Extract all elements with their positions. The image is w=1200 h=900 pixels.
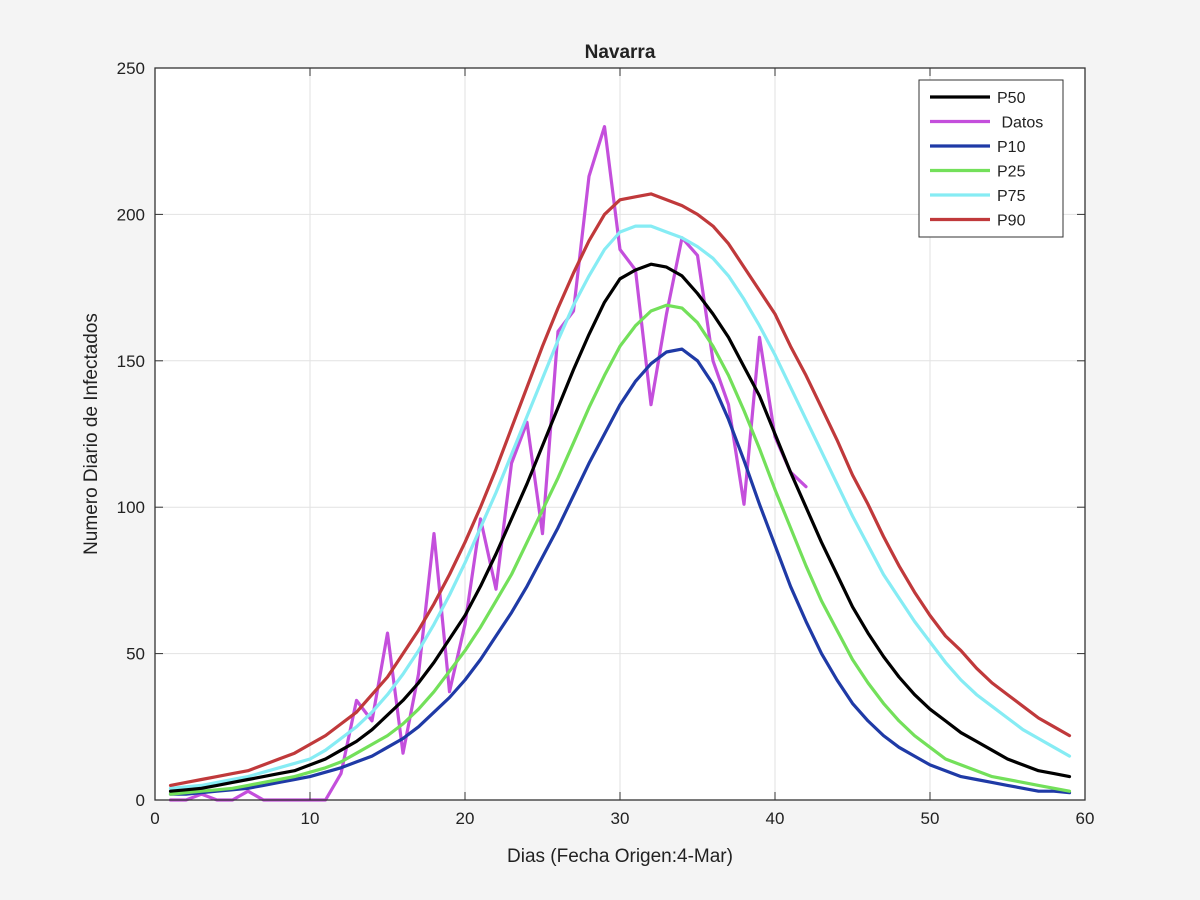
legend-label-p50: P50 bbox=[997, 90, 1026, 107]
y-axis-label: Numero Diario de Infectados bbox=[81, 313, 102, 555]
legend: P50 Datos P10 P25 P75 P90 bbox=[918, 79, 1064, 238]
x-tick-label: 20 bbox=[456, 809, 475, 828]
x-tick-label: 60 bbox=[1076, 809, 1095, 828]
x-tick-label: 50 bbox=[921, 809, 940, 828]
series-line-p25 bbox=[168, 303, 1072, 796]
chart-title: Navarra bbox=[585, 42, 656, 63]
x-axis-label: Dias (Fecha Origen:4-Mar) bbox=[507, 846, 733, 867]
x-tick-label: 30 bbox=[611, 809, 630, 828]
y-tick-label: 100 bbox=[117, 498, 145, 517]
legend-label-datos: Datos bbox=[997, 115, 1043, 132]
y-tick-label: 150 bbox=[117, 352, 145, 371]
legend-label-p25: P25 bbox=[997, 164, 1026, 181]
y-tick-label: 250 bbox=[117, 59, 145, 78]
x-tick-label: 10 bbox=[301, 809, 320, 828]
legend-label-p10: P10 bbox=[997, 139, 1026, 156]
legend-label-p90: P90 bbox=[997, 213, 1026, 230]
series-line-p90 bbox=[168, 192, 1072, 787]
series-line-p10 bbox=[168, 347, 1072, 796]
series-line-p75 bbox=[168, 224, 1072, 790]
legend-label-p75: P75 bbox=[997, 188, 1026, 205]
series-line-p50 bbox=[168, 262, 1072, 793]
y-tick-label: 0 bbox=[136, 791, 145, 810]
y-tick-label: 200 bbox=[117, 205, 145, 224]
grid-lines bbox=[155, 68, 1085, 800]
x-tick-label: 40 bbox=[766, 809, 785, 828]
y-tick-label: 50 bbox=[126, 645, 145, 664]
axis-ticks: 0 10 20 30 40 50 60 0 50 100 150 200 250 bbox=[117, 59, 1095, 828]
series-lines bbox=[168, 125, 1072, 802]
legend-box bbox=[918, 79, 1064, 238]
x-tick-label: 0 bbox=[150, 809, 159, 828]
